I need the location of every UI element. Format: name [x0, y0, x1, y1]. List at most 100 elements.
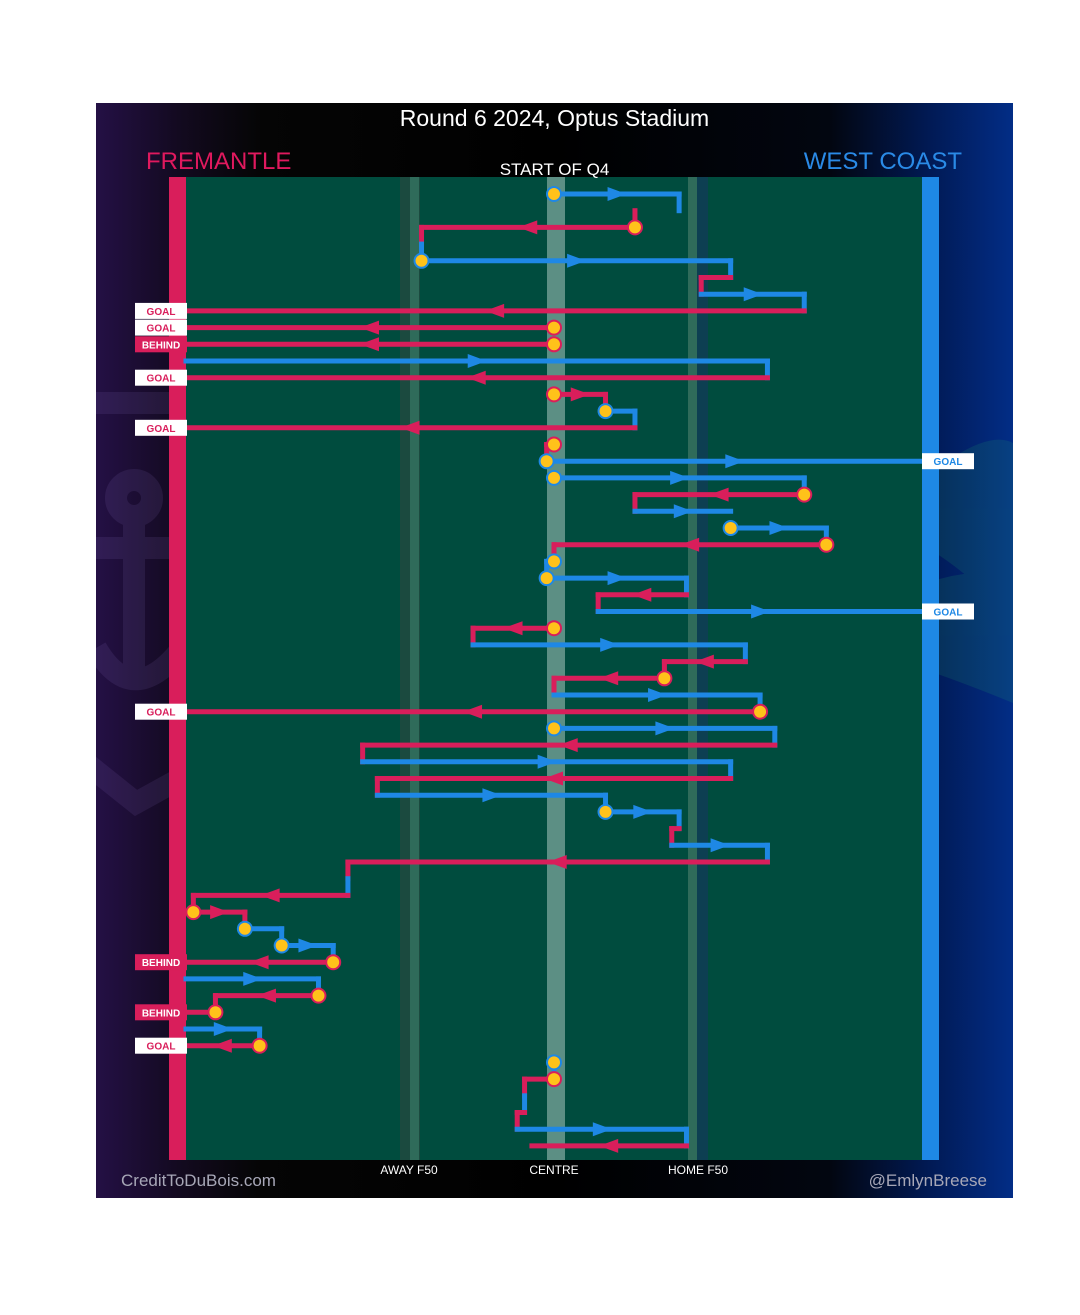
possession-chain — [470, 621, 557, 648]
outcome-label: GOAL — [934, 457, 963, 468]
chart-frame: GOAL GOAL BEHIND GOAL GOAL GOAL GOAL GOAL BEHIND… — [96, 103, 1013, 1198]
possession-chain — [595, 587, 689, 614]
direction-arrow — [212, 1038, 232, 1053]
stoppage-marker — [546, 186, 562, 202]
stoppage-marker — [752, 703, 769, 720]
possession-chain — [514, 1122, 689, 1149]
score-outcome-badge: GOAL — [135, 302, 187, 319]
direction-arrow — [360, 320, 379, 335]
outcome-label: GOAL — [147, 1042, 176, 1053]
direction-arrow — [544, 771, 563, 786]
possession-chain — [698, 287, 807, 314]
stoppage-marker — [546, 319, 562, 336]
score-outcome-badge: GOAL — [135, 369, 187, 386]
direction-arrow — [655, 721, 675, 736]
stoppage-marker — [546, 1054, 562, 1071]
possession-chain — [632, 504, 734, 519]
direction-arrow — [485, 303, 505, 318]
direction-arrow — [260, 888, 280, 903]
possession-chain — [183, 303, 807, 318]
direction-arrow — [592, 1122, 612, 1137]
possession-chain — [514, 1110, 528, 1132]
direction-arrow — [482, 788, 502, 803]
direction-arrow — [607, 187, 627, 201]
direction-arrow — [599, 1138, 619, 1153]
possession-chain — [360, 754, 734, 781]
credit-left: CreditToDuBois.com — [121, 1171, 276, 1190]
stoppage-marker — [546, 620, 562, 637]
direction-arrow — [243, 971, 263, 986]
home-team-name: FREMANTLE — [146, 148, 292, 175]
outcome-label: GOAL — [147, 324, 176, 335]
direction-arrow — [725, 454, 745, 469]
stoppage-marker — [626, 219, 643, 236]
x-tick-label-home-f50: HOME F50 — [667, 1163, 728, 1177]
chart-title: Round 6 2024, Optus Stadium — [399, 105, 710, 131]
score-outcome-badge: BEHIND — [135, 954, 187, 971]
stoppage-marker — [273, 937, 290, 954]
quarter-label: START OF Q4 — [499, 160, 610, 179]
stoppage-marker — [656, 670, 673, 687]
score-outcome-badge: GOAL — [135, 419, 187, 436]
possession-chain — [183, 354, 770, 381]
direction-arrow — [694, 654, 714, 669]
possession-chain — [669, 838, 770, 865]
stoppage-marker — [538, 570, 555, 587]
direction-arrow — [503, 621, 523, 636]
stoppage-marker — [325, 954, 342, 971]
direction-arrow — [466, 370, 486, 385]
direction-arrow — [599, 671, 619, 686]
possession-chain — [183, 955, 336, 970]
direction-arrow — [751, 604, 771, 619]
possession-chain — [551, 721, 778, 748]
home-f50-line — [688, 177, 697, 1160]
stoppage-marker — [546, 1071, 562, 1088]
credit-right: @EmlynBreese — [868, 1171, 987, 1190]
possession-chain — [551, 671, 667, 698]
outcome-label: BEHIND — [142, 340, 180, 351]
outcome-label: GOAL — [147, 307, 176, 318]
direction-arrow — [769, 521, 789, 535]
west-coast-goal-line — [922, 177, 939, 1160]
possession-chain — [419, 208, 638, 247]
possession-chain — [470, 637, 748, 665]
possession-chain — [183, 704, 763, 719]
away-team-name: WEST COAST — [803, 148, 962, 175]
possession-chain — [183, 420, 638, 435]
possession-chain — [603, 804, 682, 832]
possession-chain-chart: GOAL GOAL BEHIND GOAL GOAL GOAL GOAL GOAL BEHIND… — [96, 177, 1013, 1160]
stoppage-marker — [185, 904, 202, 921]
direction-arrow — [298, 938, 318, 953]
stoppage-marker — [546, 336, 562, 353]
possession-chain — [183, 337, 557, 352]
direction-arrow — [648, 688, 668, 702]
possession-chain — [544, 454, 925, 469]
outcome-label: BEHIND — [142, 958, 180, 969]
possession-chain — [183, 370, 770, 385]
possession-chain — [183, 320, 557, 335]
direction-arrow — [210, 905, 230, 920]
direction-arrow — [673, 504, 693, 519]
stoppage-marker — [546, 436, 562, 453]
possession-chain — [698, 275, 734, 297]
score-outcome-badge: GOAL — [922, 453, 974, 470]
stoppage-marker — [538, 453, 555, 470]
direction-arrow — [607, 571, 627, 586]
score-outcome-badge: GOAL — [135, 703, 187, 720]
direction-arrow — [463, 704, 483, 719]
outcome-label: GOAL — [147, 374, 176, 385]
score-outcome-badge: GOAL — [135, 1037, 187, 1054]
direction-arrow — [567, 253, 587, 268]
stoppage-marker — [597, 803, 614, 820]
direction-arrow — [600, 637, 620, 652]
stoppage-marker — [722, 520, 739, 536]
stoppage-marker — [251, 1037, 268, 1054]
stoppage-marker — [413, 252, 430, 269]
possession-chain — [374, 771, 734, 798]
outcome-label: GOAL — [147, 708, 176, 719]
direction-arrow — [400, 420, 420, 435]
stoppage-marker — [546, 720, 562, 737]
score-outcome-badge: GOAL — [922, 603, 974, 620]
direction-arrow — [249, 955, 269, 970]
direction-arrow — [547, 855, 567, 869]
